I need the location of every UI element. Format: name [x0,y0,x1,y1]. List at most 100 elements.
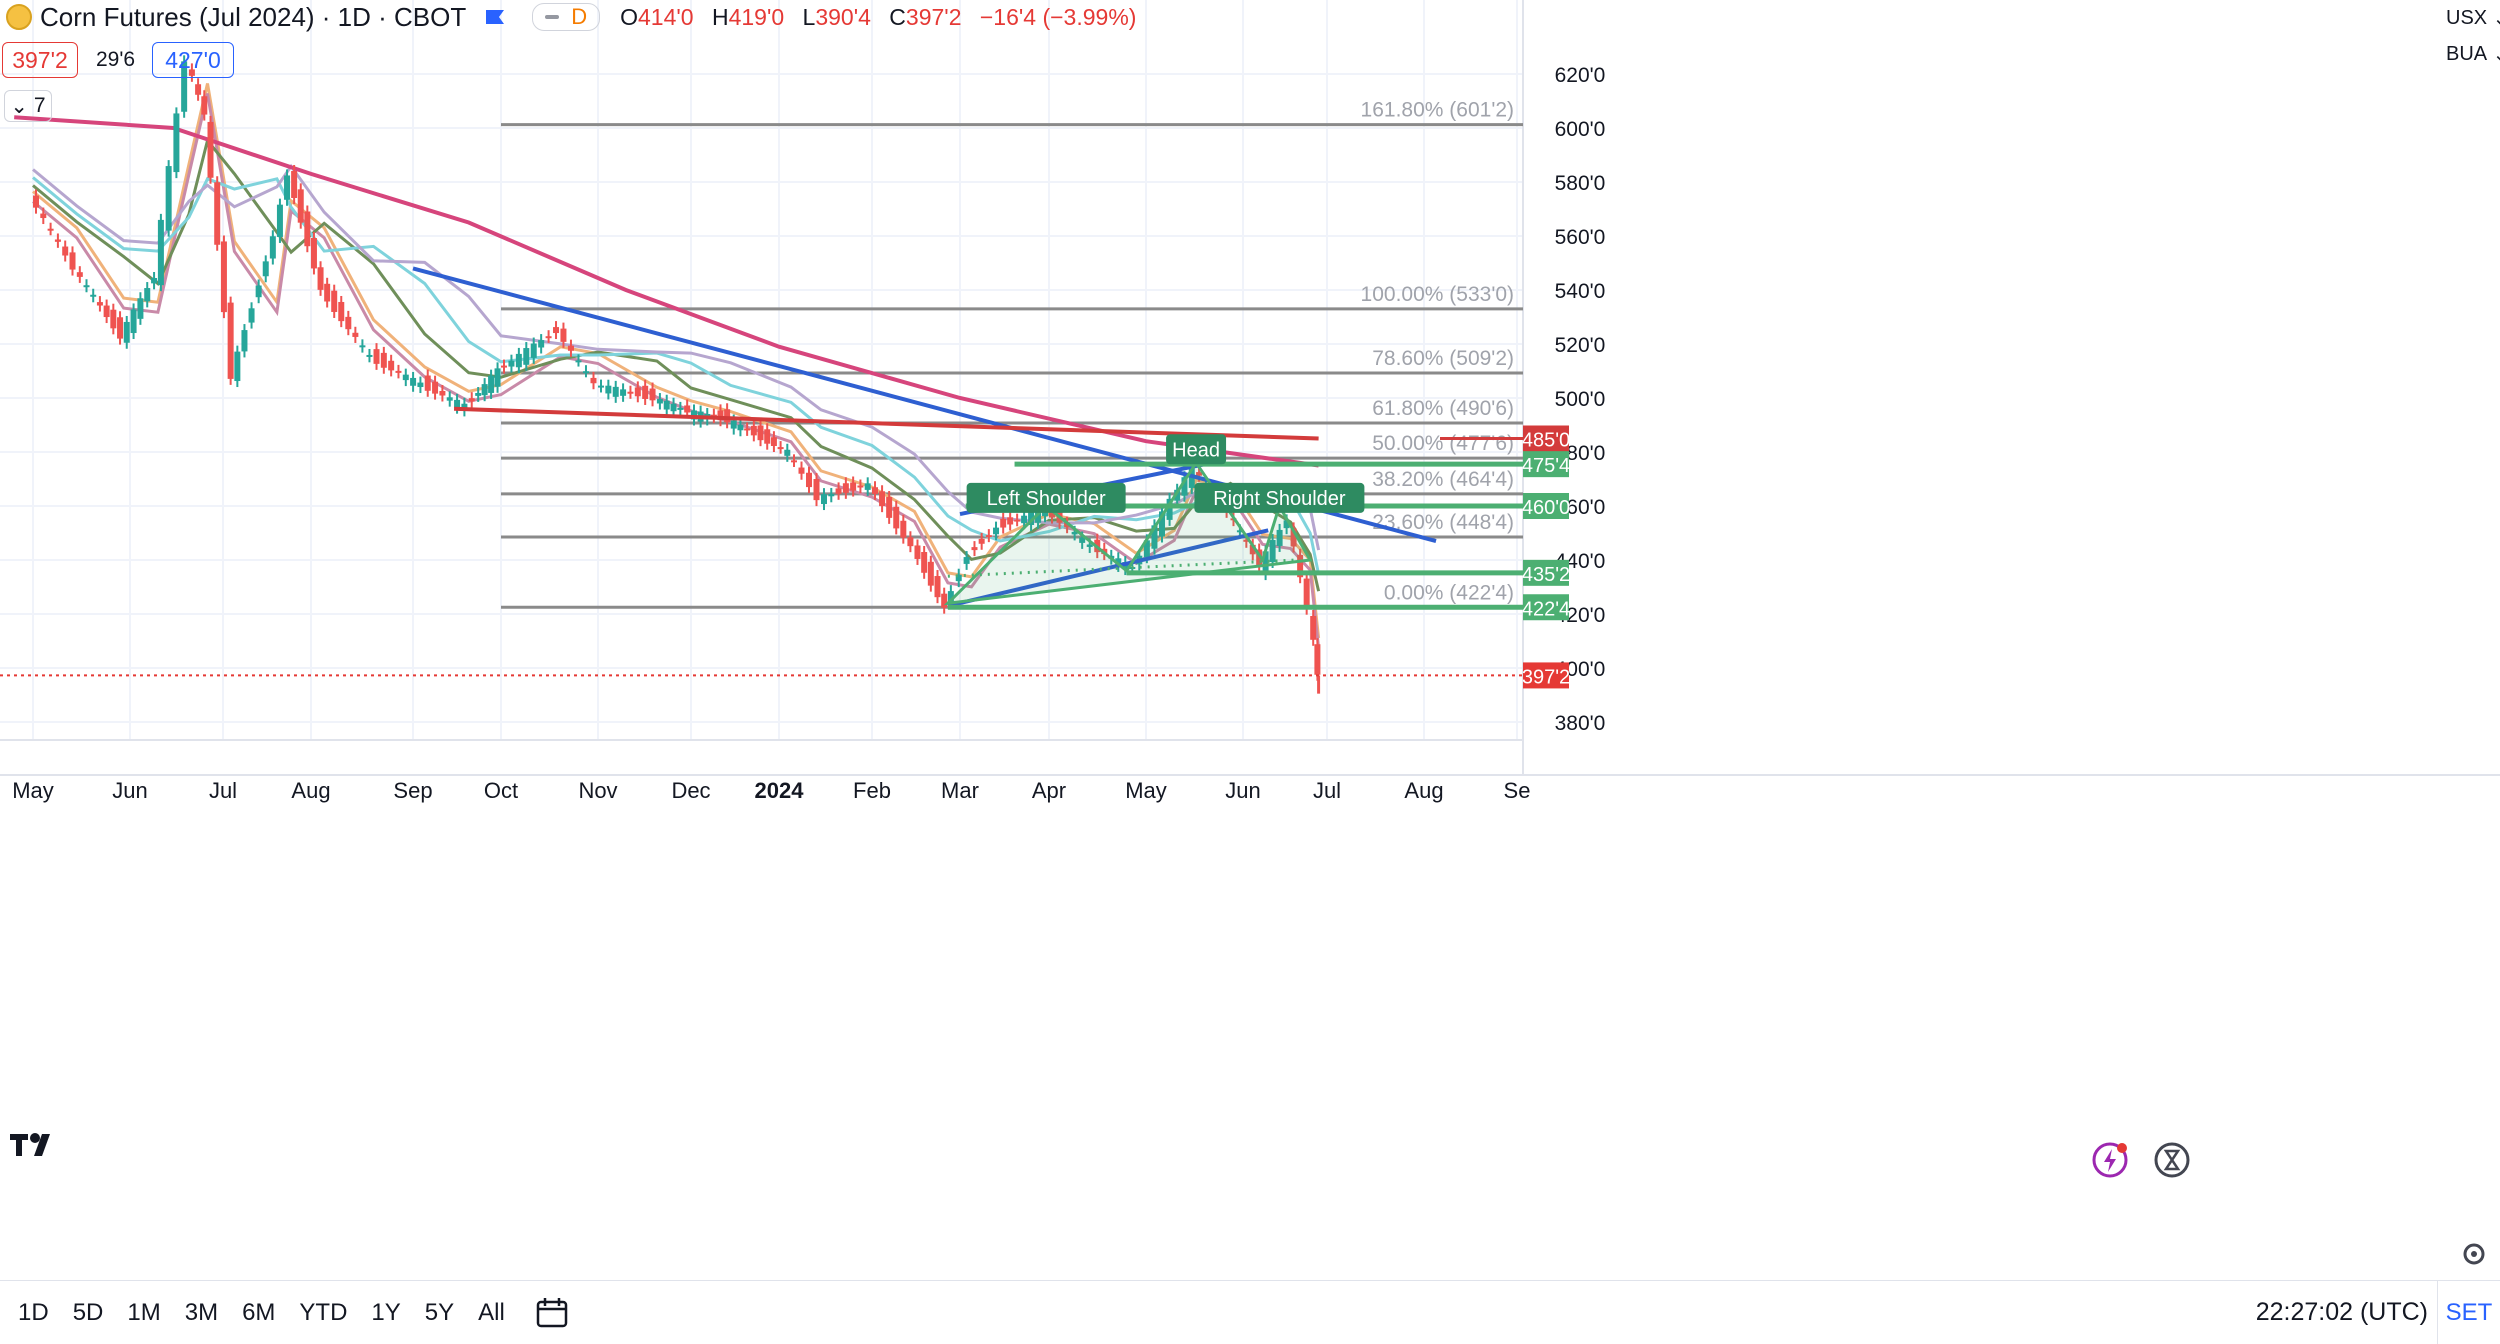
candle-body [83,285,90,288]
candle-body [538,340,545,348]
indicators-toggle[interactable]: ⌄ 7 [4,90,52,122]
candle-body [791,460,797,463]
candle-body [47,228,54,231]
price-badge-label: 422'4 [1522,598,1570,620]
dash-icon [545,15,560,19]
symbol-title[interactable]: Corn Futures (Jul 2024) · 1D · CBOT [40,1,467,32]
candle-body [663,400,670,410]
gear-icon[interactable] [2460,1240,2488,1268]
candle-body [338,301,345,322]
unit-select[interactable]: BUA ⌄ [2446,42,2500,66]
candle-body [54,239,61,242]
candle-body [575,360,582,363]
candle-body [1143,540,1150,558]
time-tick-label: Jun [112,778,147,803]
time-tick-label: Aug [1404,778,1443,803]
candle-body [857,485,864,488]
candle-body [677,407,684,410]
candle-body [331,290,338,312]
candle-body [262,261,269,277]
candle-body [879,491,886,507]
delay-label: D [571,4,588,29]
time-tick-label: Dec [671,778,710,803]
price-tick-label: 380'0 [1555,712,1606,735]
candle-body [439,390,446,396]
ohlc-values: O414'0 H419'0 L390'4 C397'2 −16'4 (−3.99… [620,3,1137,30]
candle-body [523,348,530,365]
candle-body [1181,477,1188,496]
candle-body [784,449,791,456]
candle-body [90,294,97,297]
candle-body [750,425,757,436]
ma-slow-line [32,176,1321,575]
candle-body [494,368,501,387]
candle-body [515,353,522,368]
range-all[interactable]: All [478,1298,505,1326]
hourglass-icon[interactable] [2152,1140,2192,1180]
time-tick-label: Se [1504,778,1531,803]
candle-body [62,246,69,256]
range-3m[interactable]: 3M [184,1298,219,1326]
bottom-toolbar: 1D 5D 1M 3M 6M YTD 1Y 5Y All 22:27:02 (U… [0,1280,2500,1344]
pattern-label-box [1194,482,1365,513]
session-button[interactable]: SET [2437,1281,2500,1344]
candle-body [40,213,47,219]
fib-level-label: 0.00% (422'4) [1384,581,1514,604]
candle-body [395,370,402,373]
candle-body [324,283,331,302]
price-badge-label: 397'2 [1522,666,1570,688]
candle-body [1014,519,1021,522]
range-1y[interactable]: 1Y [371,1298,401,1326]
price-chart[interactable]: 161.80% (601'2) 100.00% (533'0) 78.60% (50… [0,0,2500,1280]
spread-value: 29'6 [96,48,136,71]
tradingview-logo-icon[interactable] [8,1130,60,1160]
candle-body [410,377,417,386]
price-tick-label: 600'0 [1555,118,1606,141]
candle-body [454,399,461,408]
fib-level-label: 38.20% (464'4) [1372,468,1514,491]
flag-icon[interactable] [484,8,506,26]
currency-select[interactable]: USX ⌄ [2446,6,2500,30]
candle-body [582,371,589,374]
time-tick-label: Apr [1032,778,1066,803]
candle-body [691,410,697,420]
delay-badge[interactable]: D [532,3,601,31]
calendar-goto-icon[interactable] [535,1296,569,1330]
buy-button[interactable]: 427'0 [152,42,234,78]
open-value: 414'0 [638,3,694,30]
close-value: 397'2 [905,3,962,30]
range-6m[interactable]: 6M [242,1298,276,1326]
candle-body [432,381,439,394]
candle-body [207,121,214,178]
candle-body [634,387,641,397]
candle-body [488,375,495,393]
candle-body [214,182,221,245]
candle-body [649,388,656,401]
candle-body [530,343,537,358]
candle-body [907,537,914,547]
range-1m[interactable]: 1M [127,1298,161,1326]
range-1d[interactable]: 1D [18,1298,49,1326]
candle-body [971,547,978,551]
price-badge [1523,559,1569,586]
candle-body [234,351,241,382]
range-ytd[interactable]: YTD [299,1298,348,1326]
moving-averages [14,83,1321,649]
utc-clock[interactable]: 22:27:02 (UTC) [2255,1298,2428,1326]
range-5y[interactable]: 5Y [424,1298,455,1326]
candle-body [144,288,151,302]
candle-body [598,385,604,388]
live-alert-icon[interactable] [2090,1140,2130,1180]
candle-body [914,545,921,559]
sell-button[interactable]: 397'2 [2,42,78,78]
price-tick-label: 560'0 [1555,226,1606,249]
candle-body [165,166,172,231]
time-tick-label: 2024 [755,778,805,803]
range-5d[interactable]: 5D [72,1298,104,1326]
candle-body [900,520,907,538]
candle-body [388,360,395,371]
candle-body [248,308,255,323]
candle-body [1297,554,1304,578]
price-tick-label: 520'0 [1555,334,1606,357]
candle-body [481,384,488,396]
